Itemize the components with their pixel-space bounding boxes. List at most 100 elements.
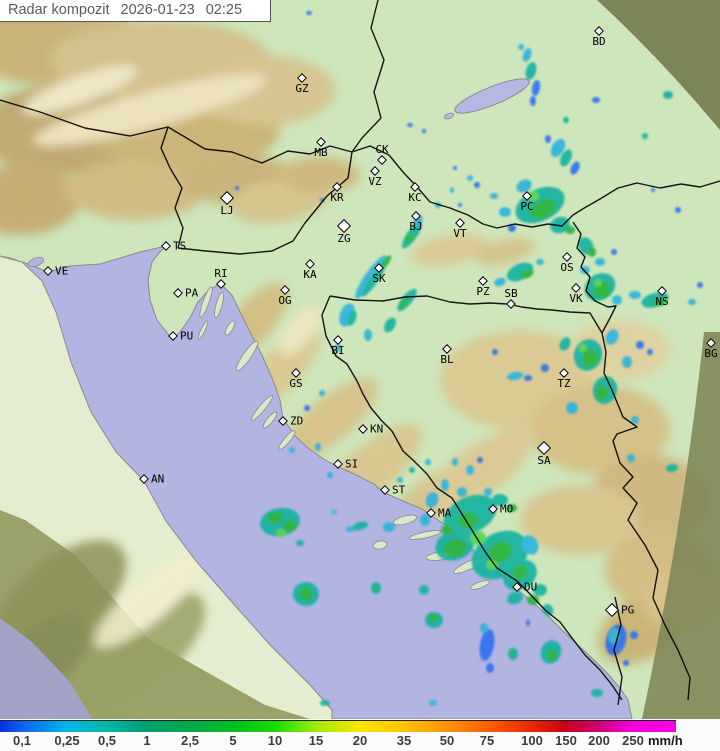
legend-tick: 200: [588, 733, 610, 748]
city-label: PA: [185, 286, 199, 300]
radar-echo: [510, 652, 514, 658]
radar-echo: [531, 80, 541, 96]
radar-echo: [530, 96, 536, 106]
country-borders: [0, 0, 720, 706]
city-label: KR: [330, 191, 344, 204]
radar-echo: [651, 188, 655, 192]
radar-echo: [425, 459, 431, 465]
radar-echo: [407, 123, 413, 127]
radar-echo: [315, 443, 321, 451]
radar-echo: [492, 494, 508, 506]
diamond-icon: [506, 299, 516, 309]
city-label: RI: [214, 267, 228, 280]
legend-tick: 250: [622, 733, 644, 748]
radar-echo: [529, 198, 557, 220]
coverage-edge-northeast: [597, 0, 720, 130]
radar-echo: [642, 133, 648, 139]
city-label: KA: [303, 268, 317, 281]
city-label: GS: [289, 377, 303, 390]
radar-echo: [666, 463, 678, 473]
radar-echo: [570, 161, 580, 175]
diamond-icon: [426, 508, 436, 518]
radar-echo: [452, 458, 458, 466]
radar-echo: [518, 44, 524, 50]
city-label: SB: [504, 287, 518, 300]
radar-echo: [566, 402, 578, 414]
diamond-icon: [512, 582, 522, 592]
legend-tick: 50: [439, 733, 455, 748]
radar-echo: [588, 247, 596, 257]
city-label: AN: [151, 472, 165, 486]
radar-echo: [550, 216, 570, 234]
radar-echo: [595, 258, 605, 266]
radar-echo: [627, 454, 635, 462]
radar-echo: [479, 629, 495, 661]
radar-echo: [352, 521, 368, 531]
radar-echo: [346, 526, 354, 532]
legend-tick: 15: [308, 733, 324, 748]
city-label: PU: [180, 329, 194, 343]
city-label: DU: [524, 580, 538, 594]
radar-echo: [559, 337, 571, 351]
city-label: PZ: [476, 285, 490, 298]
radar-echo: [420, 514, 430, 526]
radar-echo: [477, 457, 483, 463]
radar-echo: [547, 649, 557, 661]
diamond-icon: [536, 440, 552, 456]
radar-echo: [527, 595, 539, 605]
radar-echo: [467, 175, 473, 181]
legend-tick: 2,5: [180, 733, 200, 748]
radar-echo: [405, 232, 415, 244]
diamond-icon: [604, 602, 620, 618]
legend-tick: 0,5: [97, 733, 117, 748]
radar-echo: [579, 344, 587, 352]
radar-echo: [542, 604, 554, 616]
radar-echo: [453, 166, 457, 170]
diamond-icon: [278, 416, 288, 426]
intensity-legend: 0,1 0,25 0,5 1 2,5 5 10 15 20 35 50 75 100 150 200 250 …: [0, 719, 720, 751]
legend-tick: 100: [521, 733, 543, 748]
radar-echo: [466, 465, 474, 475]
product-name: Radar kompozit: [8, 2, 110, 18]
city-label: TS: [173, 239, 187, 253]
radar-echo: [331, 510, 337, 514]
radar-echo: [541, 364, 549, 372]
legend-tick: 150: [555, 733, 577, 748]
city-label: PC: [520, 200, 534, 213]
legend-tick: 75: [479, 733, 495, 748]
diamond-icon: [488, 504, 498, 514]
city-label: VZ: [368, 175, 382, 188]
radar-echo: [347, 310, 357, 326]
radar-echo-layer: [235, 11, 703, 706]
radar-echo: [512, 564, 528, 580]
legend-unit: mm/h: [648, 733, 683, 748]
city-label: NS: [655, 295, 669, 308]
city-label: OS: [560, 261, 574, 274]
city-label: VK: [569, 292, 583, 305]
city-label: SA: [537, 454, 551, 467]
city-label: BI: [331, 344, 345, 357]
radar-echo: [409, 467, 415, 473]
radar-echo: [521, 535, 539, 555]
radar-echo: [545, 135, 551, 143]
radar-echo: [480, 623, 488, 633]
radar-echo: [276, 529, 286, 537]
legend-tick: 1: [143, 733, 151, 748]
radar-echo: [536, 259, 544, 265]
radar-echo: [697, 282, 703, 288]
radar-echo: [450, 187, 454, 193]
radar-map: [0, 0, 720, 719]
radar-echo: [612, 295, 622, 305]
radar-echo: [490, 193, 498, 199]
radar-echo: [636, 341, 644, 349]
radar-echo: [533, 584, 547, 596]
city-label: MO: [500, 502, 514, 516]
lake-balaton: [443, 78, 530, 120]
city-label: SK: [372, 272, 386, 285]
city-label: LJ: [220, 204, 234, 217]
radar-echo: [320, 700, 330, 706]
radar-echo: [520, 269, 534, 279]
radar-echo: [289, 447, 295, 453]
radar-echo: [429, 700, 437, 706]
